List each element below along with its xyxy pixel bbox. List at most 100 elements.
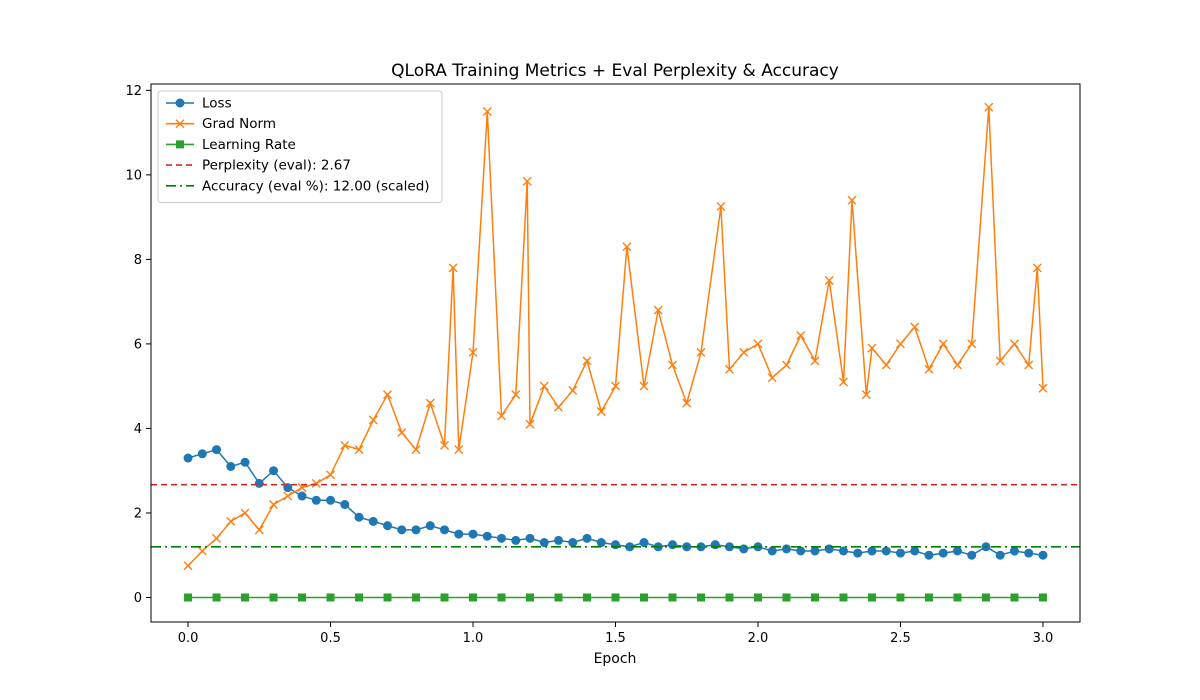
data-point — [696, 347, 706, 357]
data-point — [952, 360, 962, 370]
data-point — [1010, 593, 1019, 602]
data-point — [440, 440, 450, 450]
data-point — [454, 529, 464, 539]
data-point — [383, 390, 393, 400]
x-axis: 0.0 0.5 1.0 1.5 2.0 2.5 3.0 — [178, 622, 1054, 646]
data-point — [184, 593, 193, 602]
data-point — [967, 339, 977, 349]
data-point — [967, 550, 977, 560]
data-point — [582, 533, 592, 543]
data-point — [368, 516, 378, 526]
data-point — [554, 593, 563, 602]
data-point — [716, 202, 726, 212]
data-point — [1024, 360, 1034, 370]
data-point — [981, 593, 990, 602]
data-point — [739, 347, 749, 357]
data-point — [297, 491, 307, 501]
data-point — [767, 546, 777, 556]
data-point — [753, 593, 762, 602]
legend-swatch-marker — [175, 119, 185, 129]
data-point — [497, 593, 506, 602]
data-point — [847, 195, 857, 205]
data-point — [625, 542, 635, 552]
data-point — [867, 343, 877, 353]
data-point — [838, 546, 848, 556]
data-point — [782, 593, 791, 602]
x-tick-label: 2.5 — [890, 631, 911, 646]
data-point — [622, 242, 632, 252]
data-point — [853, 548, 863, 558]
data-point — [212, 533, 222, 543]
data-point — [952, 546, 962, 556]
legend-item: Perplexity (eval): 2.67 — [166, 158, 351, 174]
data-point — [468, 347, 478, 357]
data-point — [241, 593, 250, 602]
x-axis-label: Epoch — [594, 651, 637, 667]
data-point — [796, 546, 806, 556]
data-point — [582, 356, 592, 366]
series-grad-norm — [183, 102, 1048, 571]
data-point — [767, 373, 777, 383]
legend: Loss Grad Norm Learning Rate Perplexity (ev… — [157, 90, 443, 203]
data-point — [667, 540, 677, 550]
data-point — [881, 546, 891, 556]
data-point — [383, 521, 393, 531]
data-point — [355, 593, 364, 602]
legend-label: Learning Rate — [202, 137, 296, 153]
data-point — [368, 415, 378, 425]
y-tick-label: 10 — [125, 168, 142, 183]
data-point — [861, 390, 871, 400]
data-point — [212, 445, 222, 455]
data-point — [596, 407, 606, 417]
data-point — [269, 593, 278, 602]
data-point — [668, 593, 677, 602]
data-point — [311, 478, 321, 488]
data-point — [197, 546, 207, 556]
data-point — [639, 593, 648, 602]
data-point — [781, 544, 791, 554]
data-point — [197, 449, 207, 459]
data-point — [895, 548, 905, 558]
x-tick-label: 2.0 — [748, 631, 769, 646]
data-point — [867, 593, 876, 602]
data-point — [838, 377, 848, 387]
y-axis: 0 2 4 6 8 10 12 — [125, 84, 151, 606]
data-point — [924, 550, 934, 560]
data-point — [468, 529, 478, 539]
chart-title: QLoRA Training Metrics + Eval Perplexity… — [391, 61, 839, 81]
data-point — [326, 593, 335, 602]
data-point — [412, 593, 421, 602]
data-point — [953, 593, 962, 602]
y-tick-label: 6 — [134, 337, 142, 352]
data-point — [895, 339, 905, 349]
data-point — [411, 525, 421, 535]
data-point — [995, 356, 1005, 366]
data-point — [924, 364, 934, 374]
data-point — [611, 593, 620, 602]
legend-item: Loss — [166, 96, 232, 112]
data-point — [867, 546, 877, 556]
data-point — [938, 339, 948, 349]
data-point — [183, 561, 193, 571]
data-point — [938, 548, 948, 558]
data-point — [340, 500, 350, 510]
x-tick-label: 3.0 — [1033, 631, 1054, 646]
data-point — [753, 339, 763, 349]
data-point — [924, 593, 933, 602]
data-point — [539, 381, 549, 391]
y-tick-label: 0 — [134, 591, 142, 606]
data-point — [611, 381, 620, 391]
data-point — [254, 525, 264, 535]
data-point — [383, 593, 392, 602]
data-point — [1038, 383, 1048, 393]
data-point — [810, 356, 820, 366]
data-point — [340, 440, 350, 450]
data-point — [482, 531, 492, 541]
data-point — [881, 360, 891, 370]
x-tick-label: 0.0 — [178, 631, 199, 646]
series-loss — [183, 445, 1048, 560]
data-point — [326, 470, 336, 480]
data-point — [839, 593, 848, 602]
data-point — [611, 540, 620, 550]
